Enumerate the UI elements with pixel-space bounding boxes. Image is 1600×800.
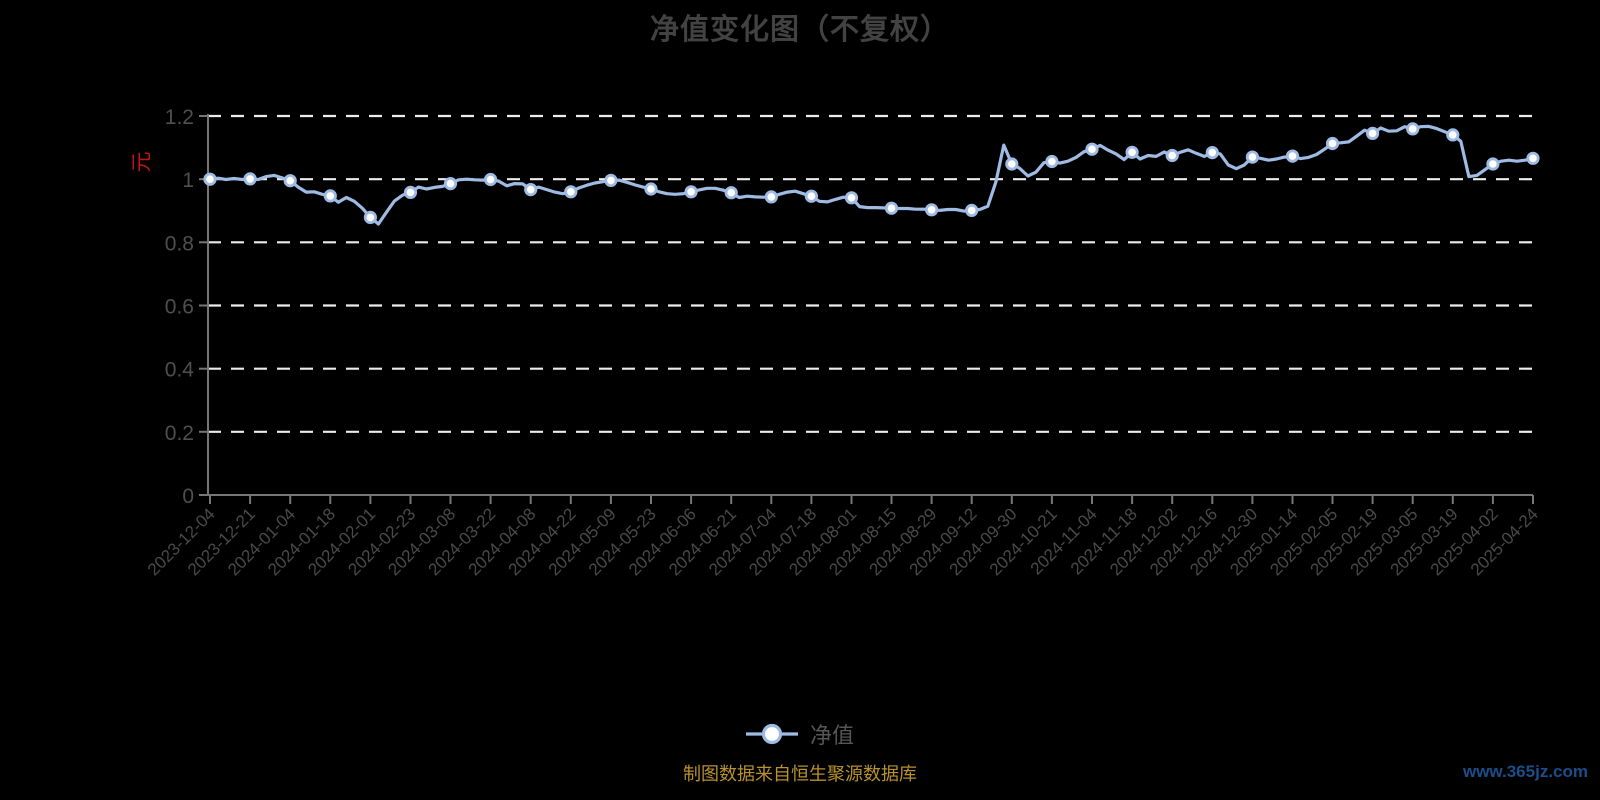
net-value-line xyxy=(208,124,1535,226)
data-point-marker[interactable] xyxy=(524,183,538,197)
data-point-marker[interactable] xyxy=(283,174,297,188)
data-point-marker[interactable] xyxy=(1446,128,1460,142)
data-point-marker[interactable] xyxy=(1526,151,1540,165)
chart-title: 净值变化图（不复权） xyxy=(649,14,950,46)
y-tick-label: 0.6 xyxy=(165,296,194,319)
data-point-marker[interactable] xyxy=(1165,148,1179,163)
data-point-marker[interactable] xyxy=(965,203,979,217)
data-point-marker[interactable] xyxy=(1205,146,1219,160)
data-point-marker[interactable] xyxy=(323,189,337,203)
legend-item-net-value[interactable]: 净值 xyxy=(745,718,854,750)
data-point-marker[interactable] xyxy=(1366,126,1380,140)
data-point-marker[interactable] xyxy=(1045,154,1059,169)
data-point-marker[interactable] xyxy=(203,172,217,186)
data-point-marker[interactable] xyxy=(1005,157,1019,171)
data-point-marker[interactable] xyxy=(764,190,778,204)
data-point-marker[interactable] xyxy=(483,172,498,187)
legend-label: 净值 xyxy=(809,723,854,748)
watermark: www.365jz.com xyxy=(1462,762,1588,781)
data-point-marker[interactable] xyxy=(684,185,698,199)
data-point-marker[interactable] xyxy=(363,210,377,224)
data-point-marker[interactable] xyxy=(884,201,899,215)
data-point-marker[interactable] xyxy=(1085,142,1099,156)
source-note: 制图数据来自恒生聚源数据库 xyxy=(683,764,917,784)
y-tick-label: 0.8 xyxy=(165,232,194,255)
data-point-marker[interactable] xyxy=(1245,150,1260,164)
data-point-marker[interactable] xyxy=(604,173,618,187)
data-point-marker[interactable] xyxy=(564,185,578,199)
data-point-marker[interactable] xyxy=(403,185,418,199)
data-point-marker[interactable] xyxy=(1406,122,1420,136)
y-tick-label: 0.2 xyxy=(165,422,194,445)
data-point-marker[interactable] xyxy=(644,182,658,196)
data-point-marker[interactable] xyxy=(724,186,738,200)
data-point-marker[interactable] xyxy=(844,191,859,205)
data-point-marker[interactable] xyxy=(1325,136,1340,151)
data-point-marker[interactable] xyxy=(804,189,819,203)
data-point-marker[interactable] xyxy=(1285,149,1300,163)
legend-line-marker-icon xyxy=(745,723,798,745)
data-point-marker[interactable] xyxy=(243,172,257,186)
y-tick-label: 1.2 xyxy=(165,106,194,129)
data-point-marker[interactable] xyxy=(443,177,458,191)
data-point-marker[interactable] xyxy=(1486,157,1500,171)
data-point-marker[interactable] xyxy=(1125,145,1139,159)
legend: 净值 xyxy=(0,718,1600,750)
data-point-marker[interactable] xyxy=(924,203,939,217)
y-tick-label: 0.4 xyxy=(165,359,195,382)
y-tick-label: 0 xyxy=(182,485,194,508)
y-tick-label: 1 xyxy=(182,169,194,192)
